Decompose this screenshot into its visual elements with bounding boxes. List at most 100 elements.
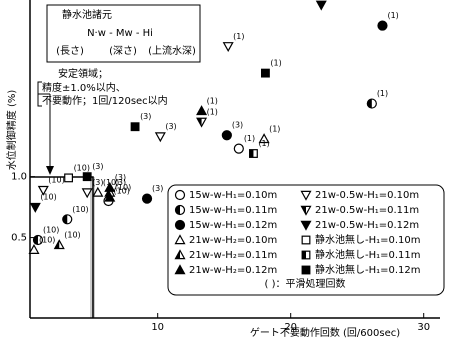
marker <box>174 204 186 216</box>
marker <box>196 117 208 128</box>
marker-half <box>302 251 306 259</box>
marker-shape <box>174 234 186 245</box>
marker <box>130 122 140 132</box>
point-label: (10) <box>115 183 131 192</box>
marker <box>366 98 377 109</box>
marker-half <box>301 206 306 215</box>
marker-shape <box>300 190 312 201</box>
marker <box>315 0 327 11</box>
marker-half <box>62 214 68 224</box>
x-tick-label: 20 <box>284 322 297 333</box>
point-label: (10) <box>43 226 59 235</box>
point-label: (10) <box>113 187 129 196</box>
point-label: (3) <box>115 178 126 187</box>
legend-label: 15w-w-H₁=0.12m <box>189 220 277 231</box>
point-label: (1) <box>269 124 280 133</box>
inset-part: (長さ) <box>56 45 84 57</box>
x-tick-label: 10 <box>151 322 164 333</box>
marker <box>92 186 104 197</box>
legend-label: 静水池無し-H₁=0.12m <box>315 263 421 276</box>
legend-label: 21w-0.5w-H₁=0.11m <box>315 205 419 216</box>
legend-label: 15w-w-H₁=0.11m <box>189 205 277 216</box>
point-label: (3) <box>165 122 176 131</box>
marker <box>174 219 186 231</box>
point-label: (3) <box>92 178 103 187</box>
legend-label: 21w-0.5w-H₁=0.12m <box>315 220 419 231</box>
marker-shape <box>222 42 234 53</box>
marker-half <box>367 99 372 109</box>
marker <box>258 133 270 144</box>
marker-shape <box>174 219 186 231</box>
marker <box>300 190 312 201</box>
marker-shape <box>233 143 244 154</box>
point-label: (1) <box>270 59 281 68</box>
marker <box>32 234 44 246</box>
marker <box>260 68 270 78</box>
marker-half <box>197 118 202 127</box>
marker-shape <box>174 189 186 201</box>
point-label: (10) <box>72 205 88 214</box>
inset-formula: N·w - Mw - Hi <box>87 28 153 39</box>
marker <box>37 185 49 196</box>
legend-label: 21w-w-H₂=0.10m <box>189 235 277 246</box>
legend-label: 静水池無し-H₁=0.10m <box>315 233 421 246</box>
marker <box>104 191 116 202</box>
marker-shape <box>221 130 232 141</box>
marker <box>300 220 312 231</box>
point-label: (3) <box>140 112 151 121</box>
marker <box>104 181 116 192</box>
marker-half <box>54 240 60 249</box>
marker-shape <box>104 191 116 202</box>
marker <box>64 173 73 183</box>
legend-note: ( )：平滑処理回数 <box>265 277 346 290</box>
marker <box>249 149 258 158</box>
marker <box>301 235 311 245</box>
y-tick-label: 1.0 <box>11 172 27 183</box>
annotation: 不要動作；1回/120sec以内 <box>42 94 168 107</box>
point-label: (10) <box>64 230 80 239</box>
marker-shape <box>104 181 116 192</box>
marker-shape <box>315 0 327 11</box>
marker <box>53 239 65 250</box>
marker-shape <box>174 264 186 275</box>
marker-shape <box>29 202 41 213</box>
marker-half <box>33 235 38 245</box>
inset-part: (深さ) <box>109 45 137 57</box>
inset-box <box>46 4 201 63</box>
marker-shape <box>377 20 388 31</box>
point-label: (10) <box>103 178 119 187</box>
marker <box>82 172 92 182</box>
marker <box>222 42 234 53</box>
marker <box>81 188 93 199</box>
legend-label: 21w-w-H₂=0.11m <box>189 250 277 261</box>
marker <box>174 234 186 245</box>
point-label: (10) <box>39 235 55 244</box>
point-label: (3) <box>152 184 163 193</box>
marker <box>154 132 166 143</box>
marker-shape <box>81 188 93 199</box>
marker <box>174 189 186 201</box>
marker <box>221 130 232 141</box>
y-axis-label: 水位制御精度 (%) <box>5 90 18 171</box>
marker <box>29 202 41 213</box>
point-label: (10) <box>40 193 56 202</box>
point-label: (1) <box>258 139 269 148</box>
legend-label: 21w-0.5w-H₁=0.10m <box>315 190 419 201</box>
legend-label: 静水池無し-H₁=0.11m <box>315 248 421 261</box>
marker-shape <box>130 122 140 132</box>
point-label: (1) <box>233 32 244 41</box>
inset-title: 静水池諸元 <box>62 8 112 21</box>
arrow-head <box>46 166 54 175</box>
marker-shape <box>92 186 104 197</box>
marker <box>377 20 388 31</box>
marker-shape <box>196 105 208 116</box>
point-label: (10) <box>48 176 64 185</box>
marker-shape <box>260 68 270 78</box>
marker <box>301 250 311 260</box>
point-label: (3) <box>232 121 243 130</box>
stable-region <box>30 176 94 318</box>
marker-shape <box>82 172 92 182</box>
x-tick-label: 30 <box>417 322 430 333</box>
point-label: (1) <box>207 107 218 116</box>
marker <box>28 244 40 254</box>
